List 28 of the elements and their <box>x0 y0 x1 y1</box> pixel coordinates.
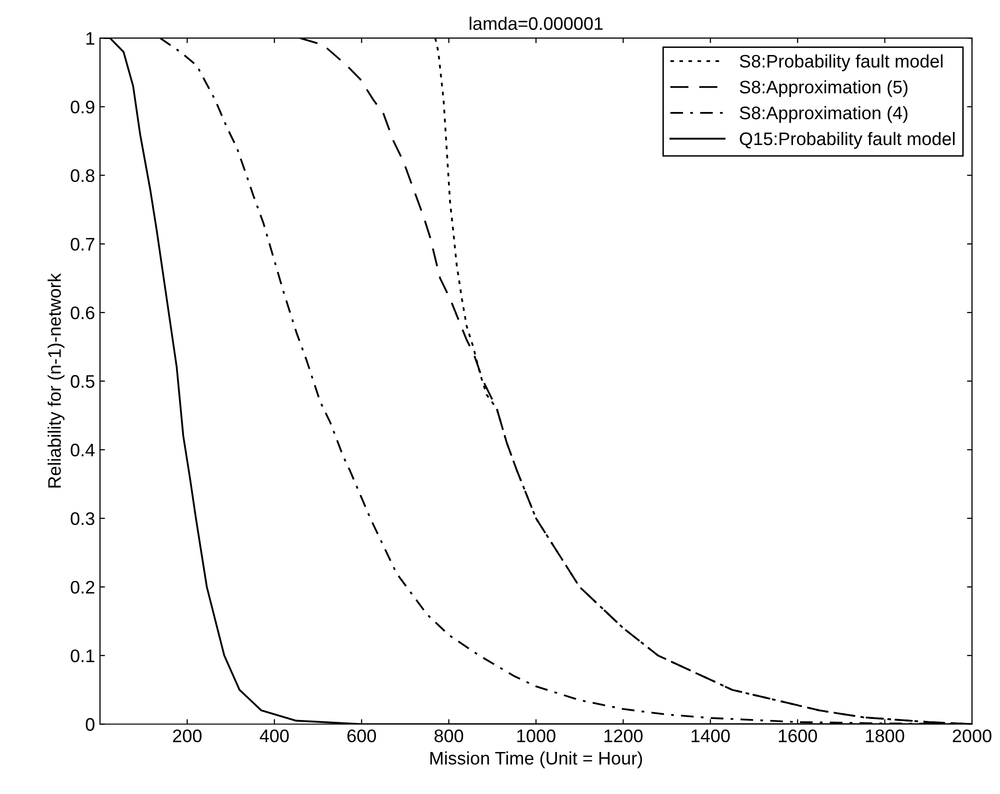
y-tick-label: 0.1 <box>70 649 94 662</box>
y-tick-label: 0.6 <box>70 306 94 320</box>
y-axis-title: Reliability for (n-1)-network <box>48 273 64 488</box>
y-tick-label: 0.8 <box>70 169 94 182</box>
x-tick-label: 2000 <box>952 729 992 742</box>
y-tick-label: 0 <box>86 718 94 731</box>
x-tick-label: 1400 <box>692 729 730 742</box>
chart-title: lamda=0.000001 <box>470 16 603 30</box>
x-tick-label: 400 <box>260 729 289 742</box>
x-axis-title: Mission Time (Unit = Hour) <box>430 751 642 768</box>
y-tick-label: 0.3 <box>70 512 94 526</box>
y-tick-label: 0.5 <box>70 375 94 388</box>
y-tick-label: 0.9 <box>70 100 94 114</box>
y-tick-label: 0.7 <box>70 238 94 251</box>
x-tick-label: 600 <box>347 729 376 742</box>
x-tick-label: 800 <box>434 729 464 742</box>
y-tick-label: 1 <box>86 32 94 45</box>
y-tick-label: 0.2 <box>70 580 94 594</box>
x-tick-label: 200 <box>173 729 202 742</box>
legend-label: S8:Approximation (5) <box>740 80 908 98</box>
y-tick-label: 0.4 <box>70 444 95 456</box>
x-tick-label: 1800 <box>866 729 904 742</box>
legend-label: S8:Approximation (4) <box>740 106 908 123</box>
x-tick-label: 1000 <box>517 729 556 742</box>
legend-label: S8:Probability fault model <box>740 54 943 72</box>
x-tick-label: 1600 <box>778 729 817 742</box>
legend-label: Q15:Probability fault model <box>740 132 955 149</box>
x-tick-label: 1200 <box>604 729 643 742</box>
